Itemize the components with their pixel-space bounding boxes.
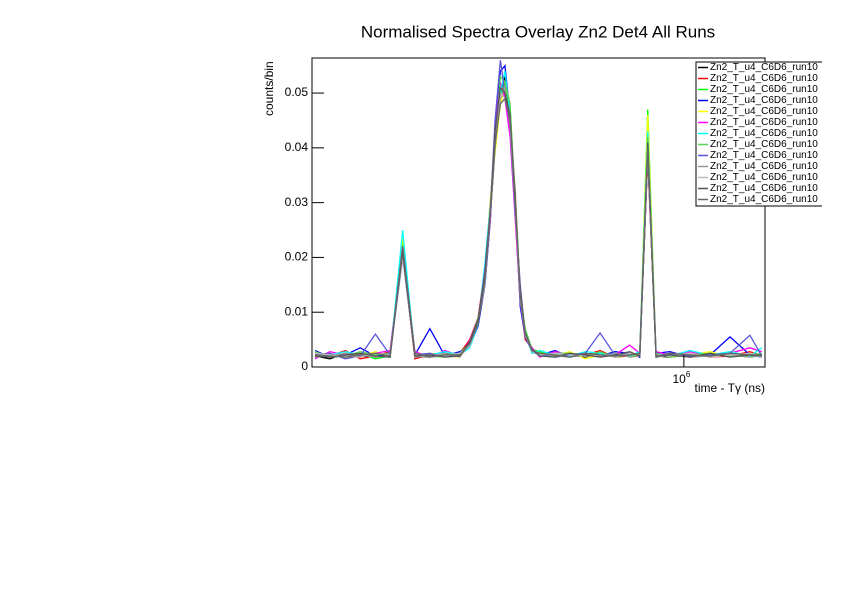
chart-title: Normalised Spectra Overlay Zn2 Det4 All … <box>361 22 715 41</box>
series-line <box>314 64 762 359</box>
series-line <box>314 74 762 358</box>
x-tick-exponent: 6 <box>686 370 691 379</box>
series-line <box>314 81 763 360</box>
series-line <box>314 60 763 360</box>
series-line <box>314 85 763 360</box>
legend-label: Zn2_T_u4_C6D6_run10 <box>710 139 818 150</box>
y-tick-label: 0.01 <box>285 304 309 318</box>
y-tick-label: 0.02 <box>285 250 309 264</box>
series-line <box>314 81 763 360</box>
legend-label: Zn2_T_u4_C6D6_run10 <box>710 73 818 84</box>
legend-label: Zn2_T_u4_C6D6_run10 <box>710 106 818 117</box>
legend-label: Zn2_T_u4_C6D6_run10 <box>710 194 818 205</box>
legend-box <box>695 61 822 207</box>
series-line <box>315 97 762 358</box>
y-tick-label: 0.03 <box>285 195 309 209</box>
plot-frame <box>311 57 766 368</box>
plot-area <box>314 60 763 360</box>
y-tick-label: 0.04 <box>285 140 309 154</box>
series-line <box>314 87 762 360</box>
y-axis-label: counts/bin <box>262 61 276 116</box>
legend-label: Zn2_T_u4_C6D6_run10 <box>710 128 818 139</box>
x-axis-label: time - Tγ (ns) <box>695 381 765 395</box>
legend-label: Zn2_T_u4_C6D6_run10 <box>710 117 818 128</box>
series-line <box>315 85 762 358</box>
y-tick-label: 0.05 <box>285 85 309 99</box>
legend-label: Zn2_T_u4_C6D6_run10 <box>710 172 818 183</box>
legend-label: Zn2_T_u4_C6D6_run10 <box>710 161 818 172</box>
legend-label: Zn2_T_u4_C6D6_run10 <box>710 150 818 161</box>
series-line <box>314 76 762 360</box>
legend-label: Zn2_T_u4_C6D6_run10 <box>710 183 818 194</box>
legend: Zn2_T_u4_C6D6_run10Zn2_T_u4_C6D6_run10Zn… <box>695 61 822 207</box>
legend-label: Zn2_T_u4_C6D6_run10 <box>710 84 818 95</box>
x-tick-label: 10 <box>673 372 687 386</box>
series-line <box>314 91 763 358</box>
series-line <box>315 71 763 358</box>
axes: 0 0.01 0.02 0.03 0.04 0.05 10 6 <box>285 85 691 386</box>
series-line <box>315 86 762 358</box>
legend-label: Zn2_T_u4_C6D6_run10 <box>710 62 818 73</box>
y-tick-label: 0 <box>301 359 308 373</box>
legend-label: Zn2_T_u4_C6D6_run10 <box>710 95 818 106</box>
